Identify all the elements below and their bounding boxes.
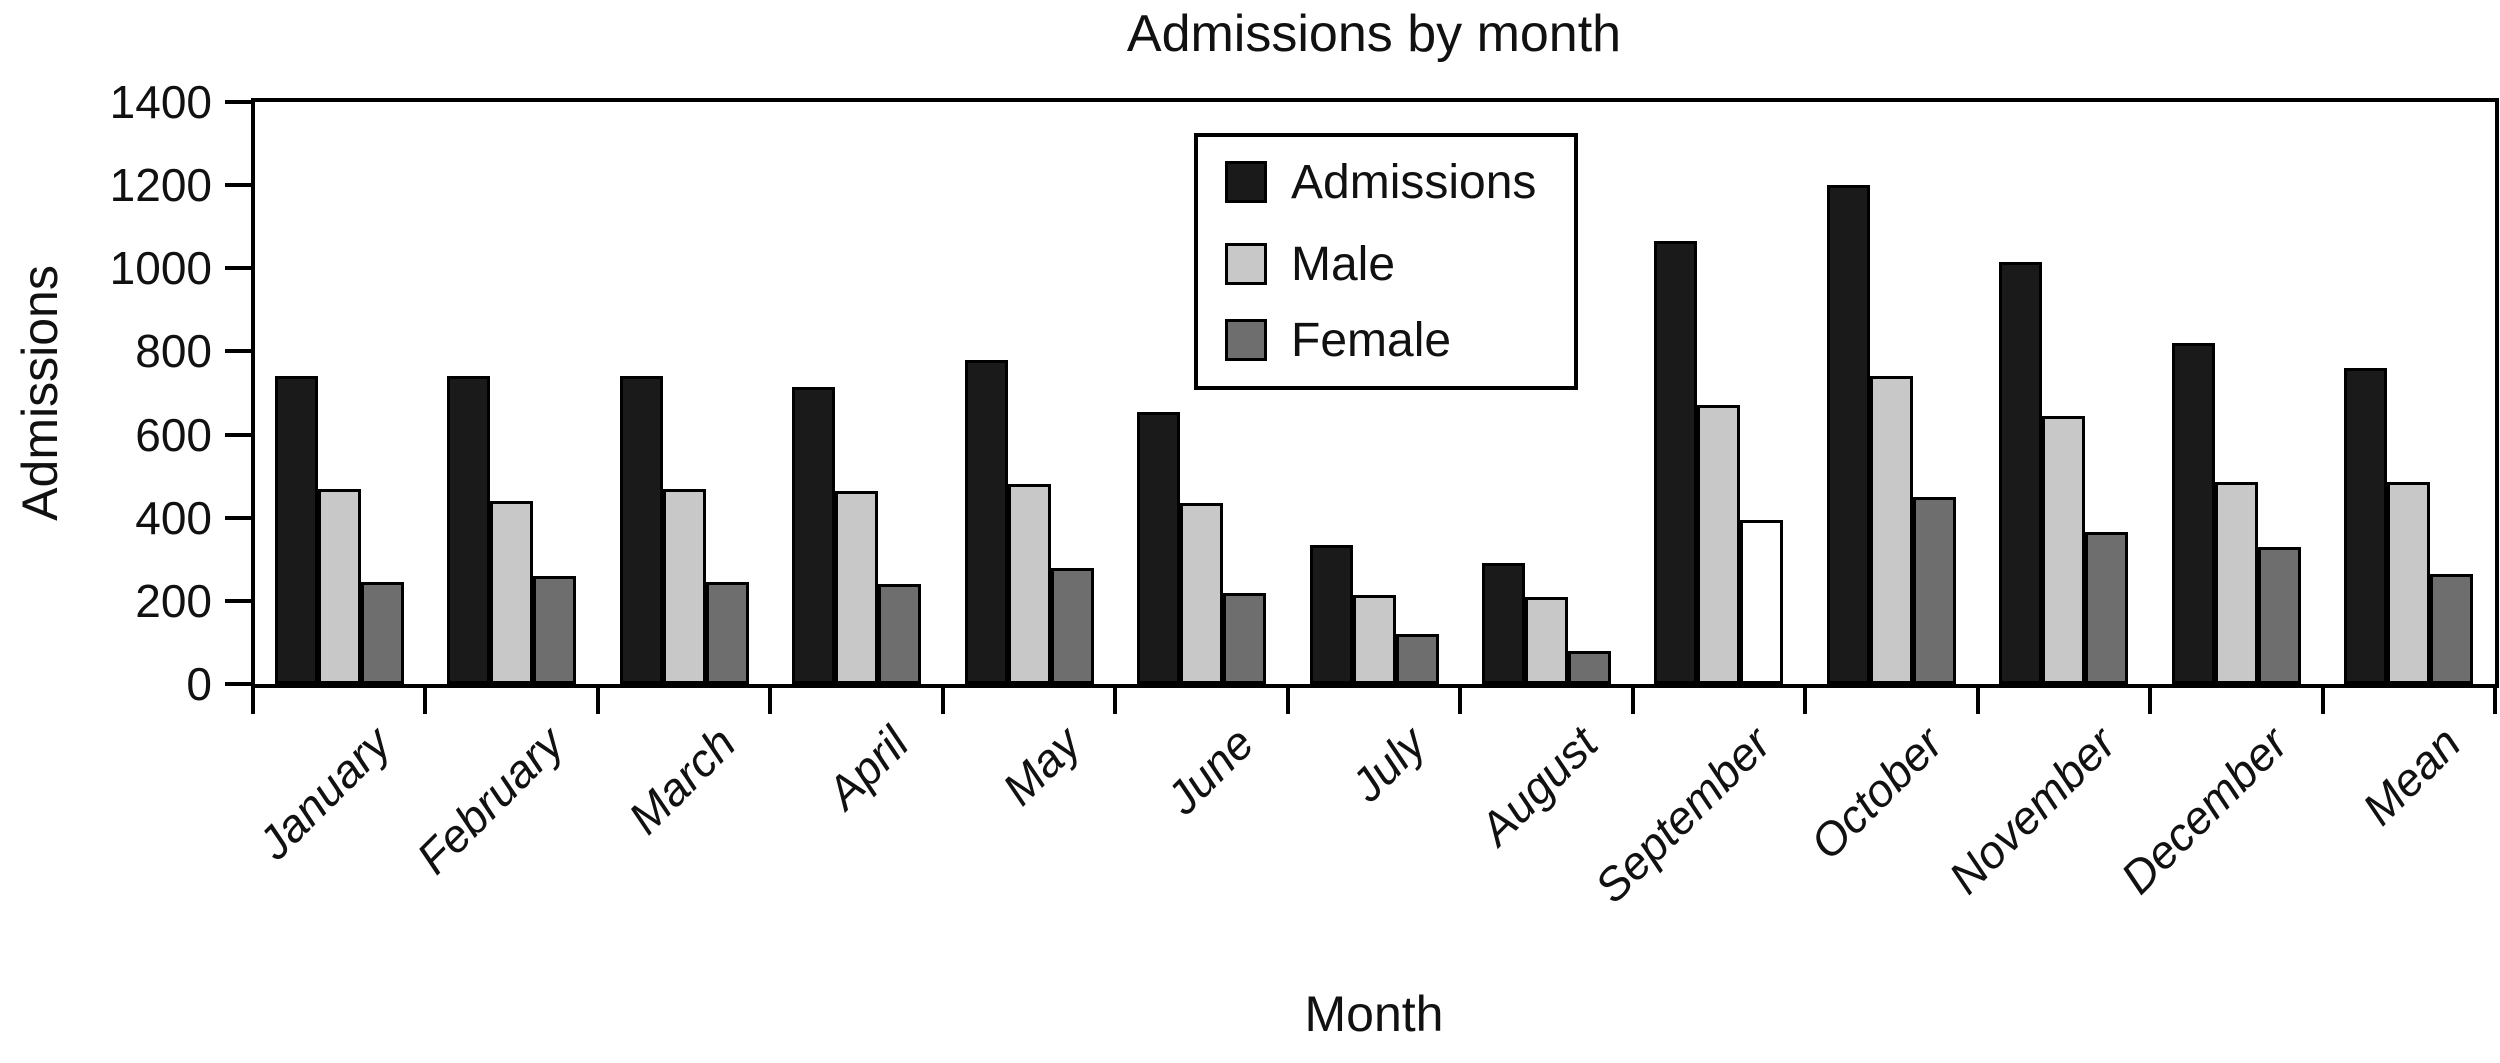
- y-tick: [225, 100, 253, 104]
- bar-june-admissions: [1137, 412, 1180, 684]
- bar-november-female: [2085, 532, 2128, 684]
- legend-swatch-female: [1225, 319, 1267, 361]
- legend-label-male: Male: [1291, 237, 1396, 291]
- bar-april-admissions: [792, 387, 835, 684]
- y-tick-label: 1200: [109, 159, 212, 212]
- legend-label-female: Female: [1291, 313, 1452, 367]
- x-category-label: January: [247, 716, 401, 870]
- bar-february-female: [533, 576, 576, 684]
- x-tick: [1458, 686, 1463, 714]
- bar-august-admissions: [1482, 563, 1525, 684]
- x-tick: [940, 686, 945, 714]
- x-category-label: June: [1156, 716, 1264, 825]
- bar-october-admissions: [1827, 185, 1870, 684]
- bar-september-male: [1697, 405, 1740, 684]
- bar-november-admissions: [1999, 262, 2042, 684]
- bar-june-female: [1223, 593, 1266, 684]
- bar-july-female: [1396, 634, 1439, 684]
- legend-item-female: Female: [1225, 313, 1452, 367]
- x-tick: [1113, 686, 1118, 714]
- bar-march-male: [663, 489, 706, 684]
- x-tick: [1630, 686, 1635, 714]
- x-category-label: November: [1938, 716, 2126, 904]
- y-tick: [225, 515, 253, 520]
- x-axis-title: Month: [1304, 986, 1444, 1042]
- bar-january-admissions: [275, 376, 318, 684]
- x-tick: [251, 686, 255, 714]
- y-tick: [225, 598, 253, 603]
- bar-may-admissions: [965, 360, 1008, 684]
- x-category-label: April: [816, 716, 919, 819]
- bar-march-admissions: [620, 376, 663, 684]
- bar-october-male: [1870, 376, 1913, 684]
- y-tick-label: 800: [135, 325, 212, 378]
- legend-swatch-admissions: [1225, 161, 1267, 203]
- x-category-label: December: [2110, 716, 2298, 904]
- bar-december-female: [2258, 547, 2301, 684]
- bar-april-male: [835, 491, 878, 684]
- legend-label-admissions: Admissions: [1291, 155, 1537, 209]
- y-axis-title-text: Admissions: [12, 265, 68, 521]
- y-tick-label: 600: [135, 408, 212, 461]
- bar-may-female: [1051, 568, 1094, 684]
- x-category-label: March: [618, 716, 746, 844]
- x-category-label: October: [1799, 716, 1953, 870]
- x-category-label: February: [406, 716, 574, 884]
- x-tick: [595, 686, 600, 714]
- legend-swatch-male: [1225, 243, 1267, 285]
- bar-september-admissions: [1654, 241, 1697, 684]
- y-tick-label: 400: [135, 491, 212, 544]
- x-tick: [2148, 686, 2153, 714]
- bar-january-female: [361, 582, 404, 684]
- x-category-label: Mean: [2352, 716, 2471, 835]
- y-tick: [225, 682, 253, 686]
- x-category-label: August: [1469, 716, 1608, 855]
- bar-june-male: [1180, 503, 1223, 684]
- x-category-label: September: [1584, 716, 1781, 913]
- bar-may-male: [1008, 484, 1051, 684]
- bar-april-female: [878, 584, 921, 684]
- chart-title: Admissions by month: [1126, 5, 1622, 63]
- bar-november-male: [2042, 416, 2085, 684]
- y-tick-label: 1000: [109, 242, 212, 295]
- x-tick: [423, 686, 428, 714]
- y-tick: [225, 266, 253, 271]
- x-tick: [1803, 686, 1808, 714]
- x-tick: [2493, 686, 2497, 714]
- bar-february-admissions: [447, 376, 490, 684]
- x-tick: [768, 686, 773, 714]
- bar-august-male: [1525, 597, 1568, 684]
- bar-july-admissions: [1310, 545, 1353, 684]
- bar-december-admissions: [2172, 343, 2215, 684]
- y-tick: [225, 183, 253, 188]
- y-tick-label: 1400: [109, 76, 212, 128]
- bar-mean-male: [2387, 482, 2430, 684]
- legend-item-male: Male: [1225, 237, 1396, 291]
- y-tick-label: 200: [135, 574, 212, 627]
- bar-july-male: [1353, 595, 1396, 684]
- y-tick: [225, 432, 253, 437]
- bar-mean-admissions: [2344, 368, 2387, 684]
- bar-january-male: [318, 489, 361, 684]
- bar-september-female: [1740, 520, 1783, 684]
- x-tick: [2320, 686, 2325, 714]
- bar-march-female: [706, 582, 749, 684]
- x-tick: [1285, 686, 1290, 714]
- x-tick: [1975, 686, 1980, 714]
- y-tick-label: 0: [186, 658, 212, 710]
- legend-item-admissions: Admissions: [1225, 155, 1537, 209]
- y-tick: [225, 349, 253, 354]
- bar-mean-female: [2430, 574, 2473, 684]
- x-category-label: July: [1340, 716, 1436, 812]
- bar-october-female: [1913, 497, 1956, 684]
- bar-august-female: [1568, 651, 1611, 684]
- bar-december-male: [2215, 482, 2258, 684]
- bar-february-male: [490, 501, 533, 684]
- x-category-label: May: [992, 716, 1091, 815]
- legend: Admissions Male Female: [1194, 133, 1578, 390]
